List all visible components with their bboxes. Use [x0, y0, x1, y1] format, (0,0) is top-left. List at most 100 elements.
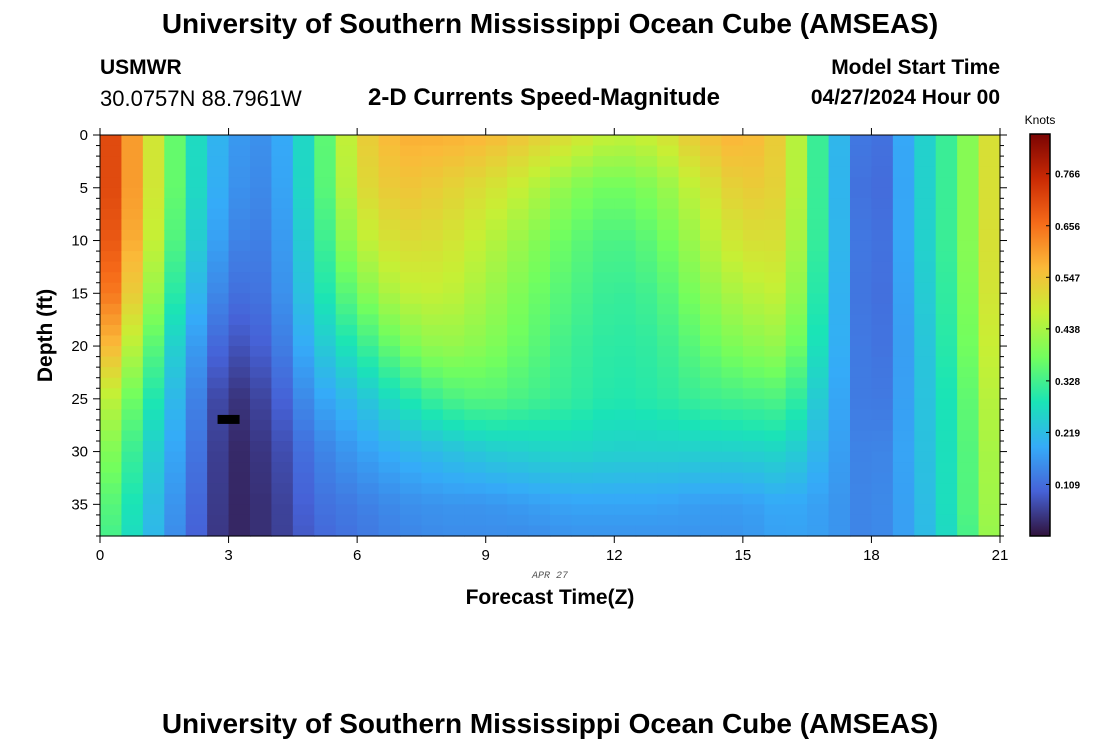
heatmap-cell	[978, 504, 1001, 516]
heatmap-cell	[592, 324, 615, 337]
heatmap-cell	[892, 388, 915, 400]
heatmap-cell	[935, 483, 958, 495]
heatmap-cell	[914, 472, 937, 484]
heatmap-cell	[164, 472, 187, 484]
heatmap-cell	[100, 240, 123, 252]
heatmap-cell	[121, 303, 144, 315]
heatmap-cell	[271, 314, 294, 326]
heatmap-cell	[228, 240, 251, 252]
heatmap-cell	[571, 177, 594, 189]
heatmap-cell	[271, 145, 294, 157]
heatmap-cell	[357, 419, 380, 432]
heatmap-cell	[250, 324, 273, 337]
heatmap-cell	[228, 177, 251, 189]
heatmap-cell	[400, 145, 423, 157]
heatmap-cell	[700, 493, 723, 505]
chart-title: 2-D Currents Speed-Magnitude	[368, 84, 721, 111]
heatmap-cell	[121, 135, 144, 147]
heatmap-cell	[892, 398, 915, 410]
colorbar-tick-label: 0.547	[1055, 273, 1080, 284]
heatmap-cell	[185, 135, 208, 147]
heatmap-cell	[335, 251, 358, 263]
heatmap-cell	[785, 261, 808, 273]
heatmap-cell	[357, 346, 380, 358]
heatmap-cell	[850, 219, 873, 231]
heatmap-cell	[185, 398, 208, 410]
heatmap-cell	[421, 261, 444, 273]
heatmap-cell	[721, 451, 744, 463]
heatmap-cell	[614, 135, 637, 147]
heatmap-cell	[785, 166, 808, 178]
heatmap-cell	[892, 219, 915, 231]
heatmap-cell	[335, 208, 358, 221]
heatmap-cell	[592, 272, 615, 284]
heatmap-cell	[850, 229, 873, 242]
heatmap-cell	[828, 145, 851, 157]
heatmap-cell	[635, 504, 658, 516]
heatmap-cell	[271, 504, 294, 516]
heatmap-cell	[164, 303, 187, 315]
heatmap-cell	[850, 419, 873, 432]
heatmap-cell	[292, 462, 315, 474]
heatmap-cell	[935, 430, 958, 442]
heatmap-cell	[100, 367, 123, 379]
heatmap-cell	[550, 346, 573, 358]
heatmap-cell	[528, 472, 551, 484]
heatmap-cell	[635, 135, 658, 147]
heatmap-cell	[442, 145, 465, 157]
heatmap-cell	[335, 314, 358, 326]
heatmap-cell	[721, 282, 744, 294]
heatmap-cell	[571, 272, 594, 284]
heatmap-cell	[700, 472, 723, 484]
heatmap-cell	[378, 493, 401, 505]
heatmap-cell	[550, 156, 573, 168]
heatmap-cell	[250, 367, 273, 379]
heatmap-cell	[271, 251, 294, 263]
heatmap-cell	[314, 187, 337, 199]
heatmap-cell	[357, 324, 380, 337]
heatmap-cell	[164, 504, 187, 516]
heatmap-cell	[978, 514, 1001, 527]
heatmap-cell	[742, 208, 765, 221]
heatmap-cell	[464, 430, 487, 442]
heatmap-cell	[378, 177, 401, 189]
heatmap-cell	[142, 483, 165, 495]
heatmap-cell	[185, 198, 208, 210]
heatmap-cell	[807, 219, 830, 231]
heatmap-cell	[571, 388, 594, 400]
heatmap-cell	[850, 303, 873, 315]
heatmap-cell	[378, 419, 401, 432]
heatmap-cell	[700, 514, 723, 527]
heatmap-cell	[914, 166, 937, 178]
heatmap-cell	[121, 324, 144, 337]
heatmap-cell	[592, 282, 615, 294]
heatmap-cell	[550, 409, 573, 421]
heatmap-cell	[635, 251, 658, 263]
heatmap-cell	[571, 156, 594, 168]
heatmap-cell	[828, 356, 851, 368]
heatmap-cell	[571, 229, 594, 242]
heatmap-cell	[828, 324, 851, 337]
heatmap-cell	[378, 251, 401, 263]
heatmap-cell	[892, 314, 915, 326]
x-tick-label: 0	[96, 547, 104, 564]
heatmap-cell	[828, 166, 851, 178]
heatmap-cell	[978, 198, 1001, 210]
heatmap-cell	[635, 514, 658, 527]
heatmap-cell	[892, 525, 915, 537]
heatmap-cell	[528, 430, 551, 442]
heatmap-cell	[742, 272, 765, 284]
heatmap-cell	[228, 145, 251, 157]
heatmap-cell	[785, 177, 808, 189]
heatmap-cell	[464, 409, 487, 421]
heatmap-cell	[957, 514, 980, 527]
heatmap-cell	[550, 356, 573, 368]
heatmap-cell	[528, 451, 551, 463]
heatmap-cell	[335, 177, 358, 189]
colorbar-tick-label: 0.328	[1055, 377, 1080, 388]
heatmap-cell	[442, 430, 465, 442]
heatmap-cell	[528, 135, 551, 147]
heatmap-cell	[892, 483, 915, 495]
heatmap-cell	[250, 240, 273, 252]
heatmap-cell	[871, 514, 894, 527]
